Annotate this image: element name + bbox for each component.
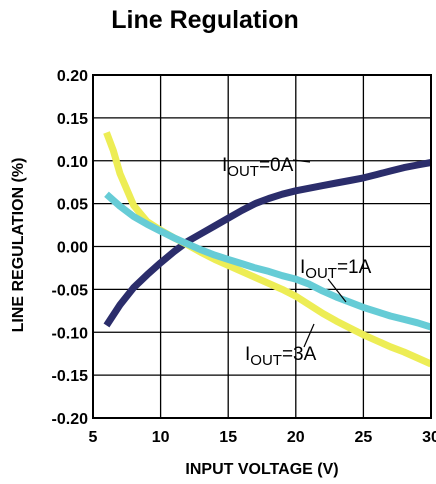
data-series xyxy=(103,131,433,368)
x-axis-ticks: 5 10 15 20 25 30 xyxy=(89,429,436,446)
plot-border xyxy=(92,74,432,419)
series-line-1a xyxy=(104,191,433,331)
y-tick-label: 0.15 xyxy=(57,111,88,128)
y-tick-label: 0.05 xyxy=(57,197,88,214)
x-tick-label: 5 xyxy=(89,429,98,446)
y-tick-label: 0.00 xyxy=(57,240,88,257)
series-label: IOUT=0A xyxy=(222,155,294,180)
y-tick-label: -0.20 xyxy=(52,411,89,428)
series-label: IOUT=3A xyxy=(245,344,317,369)
y-tick-label: -0.05 xyxy=(52,282,89,299)
y-tick-label: 0.10 xyxy=(57,154,88,171)
x-tick-label: 15 xyxy=(219,429,237,446)
label-leader-line xyxy=(303,323,315,348)
series-line-0a xyxy=(103,159,432,328)
x-tick-label: 10 xyxy=(152,429,170,446)
y-axis-ticks: 0.20 0.15 0.10 0.05 0.00 -0.05 -0.10 -0.15 -0.20 xyxy=(52,68,89,428)
y-tick-label: 0.20 xyxy=(57,68,88,85)
chart-title: Line Regulation xyxy=(111,6,299,34)
y-axis-label: LINE REGULATION (%) xyxy=(10,158,27,333)
x-tick-label: 30 xyxy=(422,429,436,446)
y-tick-label: -0.10 xyxy=(52,325,89,342)
plot-frame xyxy=(92,74,432,419)
series-labels: IOUT=0A IOUT=1A IOUT=3A xyxy=(222,155,372,369)
label-leader-line xyxy=(327,278,347,303)
x-tick-label: 20 xyxy=(287,429,305,446)
label-leader-line xyxy=(292,159,311,163)
x-tick-label: 25 xyxy=(355,429,373,446)
x-axis-label: INPUT VOLTAGE (V) xyxy=(185,461,338,478)
y-tick-label: -0.15 xyxy=(52,368,89,385)
series-label: IOUT=1A xyxy=(300,257,372,282)
